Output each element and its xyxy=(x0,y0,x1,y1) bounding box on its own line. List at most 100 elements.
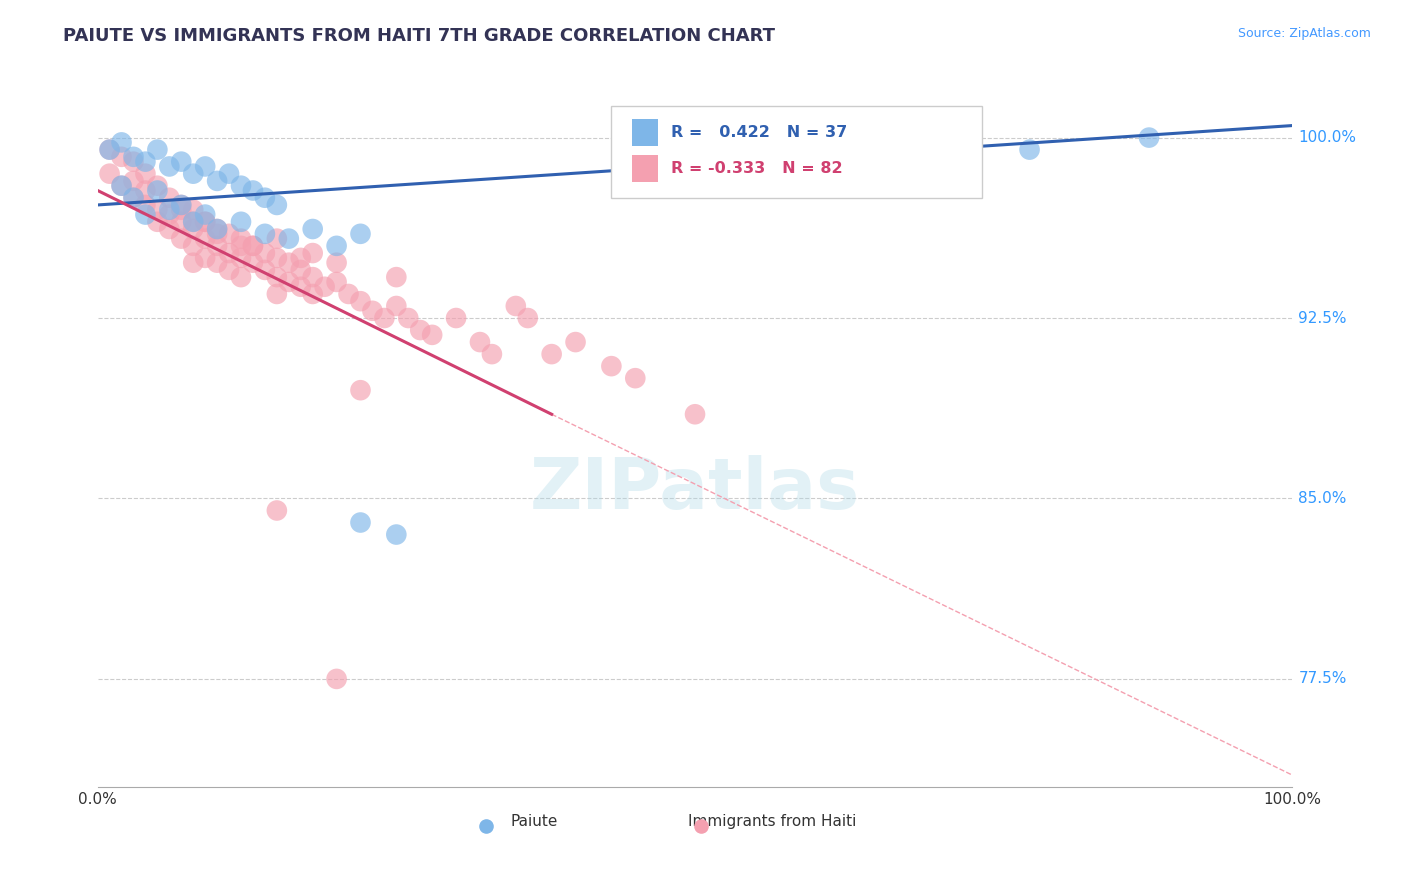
Bar xyxy=(631,155,658,182)
Point xyxy=(863,136,886,150)
Point xyxy=(170,154,193,169)
Point xyxy=(110,178,132,193)
Point xyxy=(349,383,371,397)
Point xyxy=(266,503,288,517)
Point xyxy=(290,263,312,277)
Point xyxy=(181,222,204,236)
Point xyxy=(229,232,252,246)
Text: 100.0%: 100.0% xyxy=(1298,130,1357,145)
Point xyxy=(157,208,180,222)
Point xyxy=(146,178,169,193)
Point xyxy=(205,227,228,241)
Point xyxy=(396,311,419,326)
Text: 92.5%: 92.5% xyxy=(1298,310,1347,326)
Point xyxy=(481,347,503,361)
Point xyxy=(134,154,156,169)
Point xyxy=(110,178,132,193)
Point xyxy=(1018,143,1040,157)
Text: 85.0%: 85.0% xyxy=(1298,491,1347,506)
Text: ZIPatlas: ZIPatlas xyxy=(530,455,860,524)
Point xyxy=(181,202,204,217)
Point xyxy=(266,251,288,265)
Point xyxy=(516,311,538,326)
Point xyxy=(194,215,217,229)
Point xyxy=(146,143,169,157)
Point xyxy=(170,202,193,217)
Point xyxy=(385,527,408,541)
Point xyxy=(194,215,217,229)
Point xyxy=(181,167,204,181)
Point xyxy=(337,287,360,301)
Point xyxy=(266,198,288,212)
Point xyxy=(266,232,288,246)
Text: Paiute: Paiute xyxy=(510,814,557,830)
Point xyxy=(181,215,204,229)
Point xyxy=(444,311,467,326)
Point xyxy=(361,303,384,318)
Point xyxy=(229,178,252,193)
Point xyxy=(122,174,145,188)
Point xyxy=(122,154,145,169)
Point xyxy=(157,191,180,205)
Point xyxy=(194,208,217,222)
Point xyxy=(277,255,299,269)
Point xyxy=(205,222,228,236)
Bar xyxy=(631,120,658,146)
Point xyxy=(277,275,299,289)
Point xyxy=(181,239,204,253)
Point xyxy=(110,150,132,164)
FancyBboxPatch shape xyxy=(612,106,981,198)
Text: Source: ZipAtlas.com: Source: ZipAtlas.com xyxy=(1237,27,1371,40)
Point xyxy=(170,198,193,212)
Point xyxy=(98,143,121,157)
Point xyxy=(266,287,288,301)
Point xyxy=(122,191,145,205)
Point xyxy=(325,672,347,686)
Point xyxy=(98,143,121,157)
Point xyxy=(134,167,156,181)
Point xyxy=(290,279,312,293)
Point xyxy=(505,299,527,313)
Point xyxy=(181,215,204,229)
Point xyxy=(205,255,228,269)
Point xyxy=(373,311,395,326)
Point xyxy=(314,279,336,293)
Point xyxy=(803,130,825,145)
Point xyxy=(253,191,276,205)
Point xyxy=(170,215,193,229)
Point xyxy=(277,232,299,246)
Point xyxy=(146,215,169,229)
Text: R = -0.333   N = 82: R = -0.333 N = 82 xyxy=(671,161,842,176)
Point xyxy=(301,287,323,301)
Point xyxy=(325,255,347,269)
Point xyxy=(385,299,408,313)
Point xyxy=(266,270,288,285)
Point xyxy=(181,255,204,269)
Point xyxy=(205,239,228,253)
Point xyxy=(349,516,371,530)
Point xyxy=(170,232,193,246)
Point xyxy=(349,294,371,309)
Point xyxy=(122,191,145,205)
Point xyxy=(242,239,264,253)
Point xyxy=(205,174,228,188)
Point xyxy=(205,222,228,236)
Point xyxy=(1137,130,1160,145)
Point xyxy=(157,160,180,174)
Point xyxy=(134,208,156,222)
Text: R =   0.422   N = 37: R = 0.422 N = 37 xyxy=(671,125,848,140)
Point xyxy=(194,232,217,246)
Point xyxy=(420,327,443,342)
Point xyxy=(624,371,647,385)
Point xyxy=(146,184,169,198)
Point xyxy=(301,270,323,285)
Point xyxy=(122,150,145,164)
Point xyxy=(110,136,132,150)
Point xyxy=(242,255,264,269)
Point xyxy=(218,227,240,241)
Point xyxy=(218,167,240,181)
Point xyxy=(229,239,252,253)
Point xyxy=(385,270,408,285)
Point xyxy=(253,263,276,277)
Point xyxy=(540,347,562,361)
